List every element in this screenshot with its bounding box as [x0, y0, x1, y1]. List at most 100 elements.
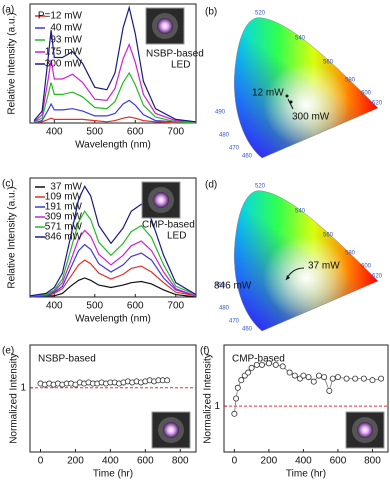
data-point — [234, 384, 241, 391]
arrow-head — [286, 275, 290, 280]
x-tick-label: 500 — [86, 127, 103, 138]
data-point — [369, 377, 376, 384]
wavelength-label: 560 — [323, 60, 334, 66]
x-tick-label: 200 — [67, 456, 84, 467]
y-axis-title: Relative Intensity (a.u.) — [7, 12, 18, 114]
data-point — [315, 372, 322, 379]
x-tick-label: 600 — [330, 456, 347, 467]
wavelength-label: 480 — [219, 306, 230, 312]
panel-title: NSBP-based — [38, 354, 96, 365]
chromaticity-region — [234, 190, 378, 331]
series-line — [33, 99, 197, 124]
arrow — [287, 98, 294, 110]
legend-label: 37 mW — [50, 182, 82, 193]
x-axis-title: Time (hr) — [286, 469, 326, 480]
legend-label: 309 mW — [45, 212, 83, 223]
panel-label: (d) — [205, 180, 217, 191]
inset-label: CMP-based — [142, 220, 195, 231]
y-axis-title: Normalized Intensity — [203, 353, 214, 444]
legend-label: 109 mW — [45, 192, 83, 203]
series-line — [33, 5, 197, 123]
inset-label: LED — [171, 60, 190, 71]
panel-label: (c) — [2, 179, 14, 190]
panel-title: CMP-based — [232, 354, 285, 365]
plot-frame — [29, 344, 197, 453]
data-point — [248, 364, 255, 371]
wavelength-label: 540 — [295, 209, 306, 215]
data-point — [352, 375, 359, 382]
legend-label: 846 mW — [45, 232, 83, 243]
x-tick-label: 700 — [167, 301, 184, 312]
wavelength-label: 540 — [295, 36, 306, 42]
x-axis-title: Wavelength (nm) — [75, 140, 151, 151]
x-tick-label: 400 — [46, 127, 63, 138]
inset-label: LED — [167, 231, 186, 242]
spectral-locus — [234, 190, 379, 332]
wavelength-label: 470 — [229, 319, 240, 325]
series-line — [29, 229, 197, 297]
data-point — [231, 410, 238, 417]
data-point — [300, 372, 307, 379]
data-point — [245, 369, 252, 376]
legend-label: 175 mW — [45, 47, 83, 58]
data-point — [265, 360, 272, 367]
inset-label: NSBP-based — [146, 49, 204, 60]
y-tick-label: 1 — [20, 382, 26, 393]
x-tick-label: 800 — [172, 456, 189, 467]
wavelength-label: 580 — [345, 78, 356, 84]
x-axis-title: Wavelength (nm) — [75, 314, 151, 325]
annotation: 846 mW — [214, 281, 252, 292]
panel-label: (b) — [205, 7, 217, 18]
data-point — [258, 361, 265, 368]
inset-led-glow — [153, 192, 169, 208]
series-line — [33, 71, 197, 124]
series-line — [29, 185, 197, 297]
data-point — [279, 363, 286, 370]
panel-label: (f) — [200, 346, 209, 357]
data-point — [253, 361, 260, 368]
data-point — [305, 374, 312, 381]
data-point — [334, 374, 341, 381]
series-line — [29, 243, 197, 298]
spectral-locus — [234, 17, 379, 159]
y-axis-title: Relative Intensity (a.u.) — [7, 186, 18, 288]
legend-label: 191 mW — [45, 202, 83, 213]
y-tick-label: 1 — [214, 401, 220, 412]
data-point — [164, 377, 171, 384]
series-line — [29, 259, 197, 298]
wavelength-label: 580 — [345, 251, 356, 257]
legend-label: 40 mW — [50, 23, 82, 34]
data-point — [360, 375, 367, 382]
y-axis-title: Normalized Intensity — [9, 353, 20, 444]
legend-label: 571 mW — [45, 222, 83, 233]
chromaticity-region — [234, 17, 378, 158]
data-point — [272, 361, 279, 368]
inset-led-glow — [163, 422, 179, 438]
x-tick-label: 200 — [261, 456, 278, 467]
x-axis-title: Time (hr) — [93, 469, 133, 480]
plot-frame — [223, 344, 389, 453]
wavelength-label: 490 — [215, 283, 226, 289]
panel-label: (a) — [2, 5, 14, 16]
wavelength-label: 460 — [242, 327, 253, 333]
wavelength-label: 620 — [372, 101, 383, 107]
wavelength-label: 490 — [215, 110, 226, 116]
annotation: 300 mW — [292, 112, 330, 123]
x-tick-label: 800 — [364, 456, 381, 467]
wavelength-label: 520 — [255, 184, 266, 190]
wavelength-label: 520 — [255, 11, 266, 17]
x-tick-label: 400 — [102, 456, 119, 467]
x-tick-label: 400 — [46, 301, 63, 312]
data-point — [233, 395, 240, 402]
data-point — [286, 369, 293, 376]
wavelength-label: 460 — [242, 154, 253, 160]
annotation: 37 mW — [308, 261, 340, 272]
point — [285, 94, 289, 98]
data-point — [343, 375, 350, 382]
wavelength-label: 600 — [361, 91, 372, 97]
x-tick-label: 0 — [232, 456, 238, 467]
x-tick-label: 0 — [38, 456, 44, 467]
